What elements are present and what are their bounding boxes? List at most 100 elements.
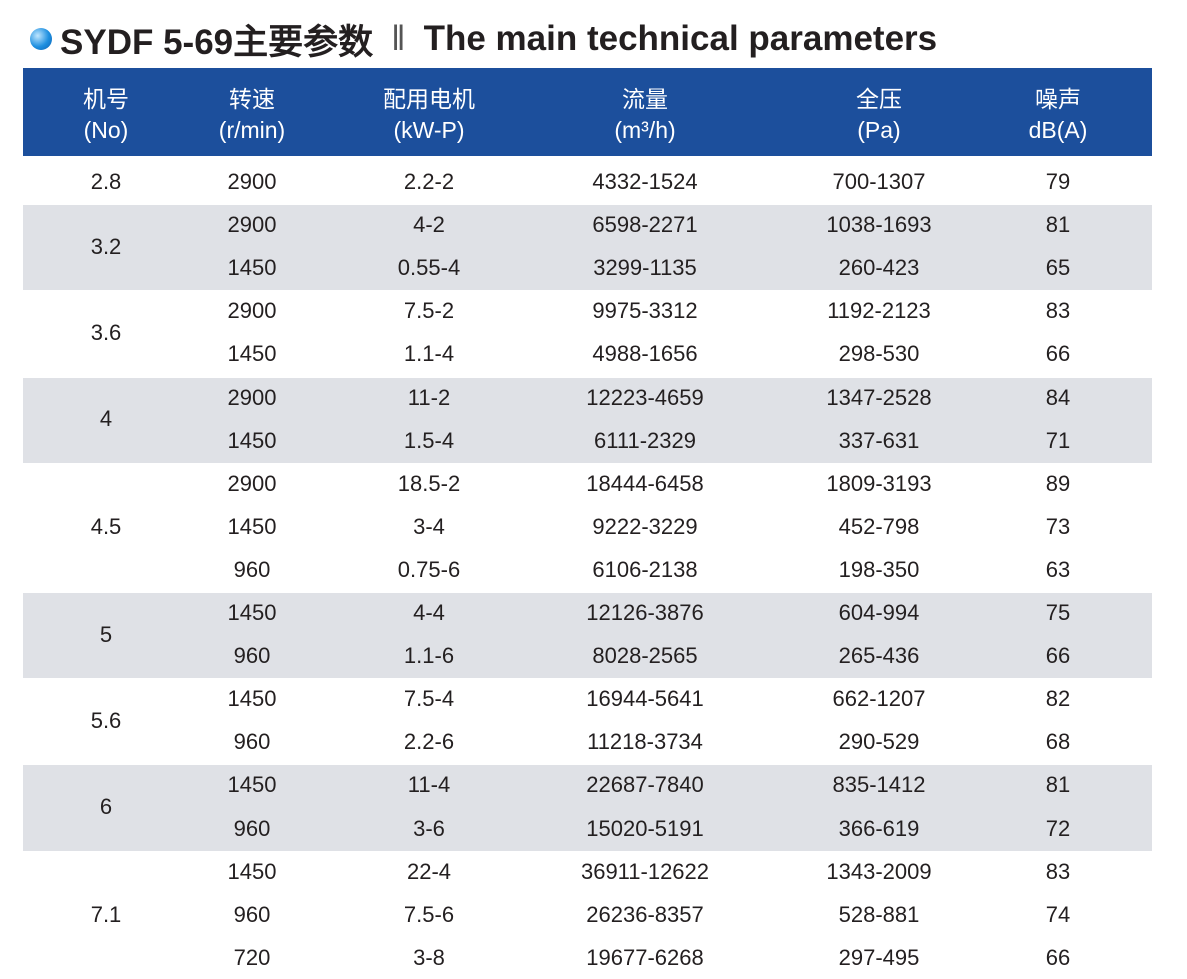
row-band	[23, 765, 1152, 851]
table-cell: 6598-2271	[592, 212, 698, 238]
table-cell: 74	[1045, 901, 1071, 927]
model-no: 2.8	[90, 169, 122, 195]
row-band	[23, 593, 1152, 679]
model-no: 6	[99, 794, 113, 819]
model-no: 3.6	[90, 319, 122, 345]
table-cell: 1038-1693	[826, 212, 932, 238]
model-no: 4.5	[90, 513, 122, 539]
table-cell: 73	[1045, 513, 1071, 539]
table-cell: 1450	[227, 772, 277, 798]
table-cell: 3-6	[413, 815, 445, 841]
table-cell: 1450	[227, 686, 277, 712]
table-cell: 1450	[227, 600, 277, 625]
column-name: 流量	[622, 86, 668, 112]
row-band	[23, 377, 1152, 463]
table-cell: 3-8	[413, 944, 445, 970]
table-cell: 22-4	[406, 858, 452, 884]
column-unit: (m³/h)	[614, 117, 676, 143]
table-cell: 66	[1045, 944, 1071, 970]
table-cell: 337-631	[838, 427, 920, 453]
table-cell: 835-1412	[832, 772, 926, 798]
table-cell: 82	[1045, 686, 1071, 712]
table-cell: 75	[1045, 600, 1071, 625]
table-cell: 1450	[227, 427, 277, 453]
table-cell: 298-530	[838, 341, 920, 367]
table-cell: 84	[1045, 384, 1071, 410]
model-no: 7.1	[90, 901, 122, 927]
table-cell: 960	[233, 643, 271, 669]
table-cell: 2900	[227, 169, 277, 194]
model-no: 5.6	[90, 707, 122, 733]
table-cell: 81	[1045, 772, 1071, 798]
title: SYDF 5-69主要参数 ‖ The main technical param…	[30, 14, 937, 64]
table-cell: 3-4	[413, 513, 445, 539]
column-unit: (kW-P)	[393, 117, 465, 143]
column-name: 机号	[83, 86, 129, 112]
table-cell: 960	[233, 901, 271, 927]
table-cell: 7.5-4	[403, 686, 455, 712]
table-cell: 6111-2329	[594, 427, 696, 453]
title-model: SYDF 5-69主要参数	[60, 22, 374, 62]
table-cell: 7.5-2	[403, 298, 455, 324]
title-separator: ‖	[391, 19, 406, 58]
table-cell: 15020-5191	[586, 815, 704, 841]
table-cell: 2900	[227, 298, 277, 324]
table-cell: 66	[1045, 643, 1071, 669]
table-cell: 700-1307	[832, 169, 926, 194]
table-cell: 2900	[227, 212, 277, 238]
table-cell: 528-881	[838, 901, 920, 927]
table-cell: 198-350	[838, 556, 920, 582]
table-cell: 452-798	[838, 513, 920, 539]
table-cell: 260-423	[838, 255, 920, 281]
table-cell: 1809-3193	[826, 470, 932, 496]
column-unit: (Pa)	[857, 117, 901, 143]
table-cell: 720	[233, 944, 271, 970]
table-cell: 604-994	[838, 600, 920, 625]
table-cell: 71	[1045, 427, 1071, 453]
table-cell: 7.5-6	[403, 901, 455, 927]
model-no: 4	[99, 406, 113, 432]
table-cell: 6106-2138	[592, 556, 698, 582]
table-cell: 1.5-4	[403, 427, 455, 453]
table-cell: 18.5-2	[397, 470, 461, 496]
table-cell: 0.55-4	[397, 255, 461, 281]
table-cell: 4-4	[413, 600, 445, 625]
table-cell: 65	[1045, 255, 1071, 281]
table-cell: 16944-5641	[586, 686, 704, 712]
table-cell: 22687-7840	[586, 772, 704, 798]
table-cell: 11-2	[407, 384, 451, 410]
bullet-icon	[30, 28, 52, 50]
table-cell: 4988-1656	[592, 341, 698, 367]
table-header	[23, 68, 1152, 156]
table-cell: 19677-6268	[586, 944, 704, 970]
table-cell: 36911-12622	[580, 858, 710, 884]
table-cell: 26236-8357	[586, 901, 704, 927]
column-name: 转速	[229, 86, 275, 112]
table-cell: 11218-3734	[587, 729, 703, 755]
table-cell: 2.2-6	[403, 729, 455, 755]
table-cell: 12223-4659	[586, 384, 704, 410]
table-cell: 1347-2528	[826, 384, 932, 410]
table-cell: 2900	[227, 384, 277, 410]
table-cell: 9975-3312	[592, 298, 698, 324]
table-cell: 2900	[227, 470, 277, 496]
row-band	[23, 205, 1152, 291]
table-cell: 1.1-6	[403, 643, 455, 669]
table-cell: 1.1-4	[403, 341, 455, 367]
model-no: 3.2	[90, 233, 122, 259]
table-cell: 0.75-6	[397, 556, 461, 582]
table-cell: 79	[1045, 169, 1071, 194]
table-cell: 1450	[227, 341, 277, 367]
table-cell: 4-2	[413, 212, 445, 238]
table-cell: 960	[233, 815, 271, 841]
table-cell: 72	[1045, 815, 1071, 841]
column-name: 配用电机	[383, 86, 475, 112]
table-cell: 89	[1045, 470, 1071, 496]
title-english: The main technical parameters	[423, 19, 938, 58]
table-cell: 290-529	[838, 729, 920, 755]
table-cell: 68	[1045, 729, 1071, 755]
table-cell: 366-619	[838, 815, 920, 841]
table-cell: 960	[233, 729, 271, 755]
column-name: 全压	[856, 86, 902, 112]
